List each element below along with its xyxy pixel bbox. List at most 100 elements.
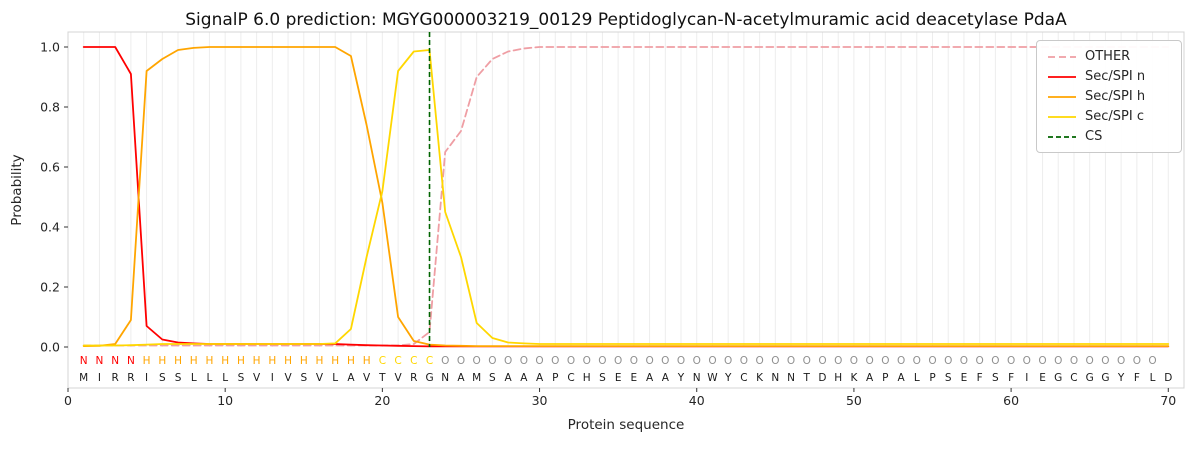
region-label: O	[677, 355, 685, 367]
residue-letter: L	[207, 372, 213, 384]
curve-other	[82, 46, 1170, 347]
y-tick-label: 0.8	[40, 100, 60, 115]
region-label: C	[426, 355, 433, 367]
residue-letter: F	[977, 372, 983, 384]
residue-letter: I	[98, 372, 101, 384]
region-label: O	[1148, 355, 1156, 367]
residue-letter: G	[425, 372, 433, 384]
legend-label: Sec/SPI n	[1085, 69, 1146, 84]
y-axis-label: Probability	[9, 154, 25, 226]
region-label: O	[866, 355, 874, 367]
legend-line-sample	[1048, 135, 1076, 138]
region-label: O	[598, 355, 606, 367]
residue-letter: E	[1039, 372, 1046, 384]
residue-letter: S	[238, 372, 245, 384]
residue-letter: P	[929, 372, 935, 384]
residue-letter: D	[1164, 372, 1172, 384]
region-label: O	[755, 355, 763, 367]
residue-letter: T	[803, 372, 811, 384]
legend-label: OTHER	[1085, 49, 1131, 64]
residue-letter: A	[897, 372, 905, 384]
residue-letter: N	[441, 372, 449, 384]
region-label: C	[394, 355, 401, 367]
region-label: O	[630, 355, 638, 367]
curve-sec-spi-c	[82, 49, 1170, 347]
residue-letter: C	[567, 372, 574, 384]
residue-letter: K	[850, 372, 858, 384]
region-label: O	[960, 355, 968, 367]
region-label: O	[1038, 355, 1046, 367]
region-label: N	[111, 355, 119, 367]
region-label: H	[284, 355, 292, 367]
x-tick-label: 30	[532, 393, 548, 408]
residue-letter: N	[787, 372, 795, 384]
y-tick-label: 0.2	[40, 280, 60, 295]
region-label: O	[520, 355, 528, 367]
residue-letter: S	[992, 372, 999, 384]
residue-letter: P	[882, 372, 888, 384]
residue-letter: S	[599, 372, 606, 384]
residue-letter: R	[127, 372, 134, 384]
region-label: H	[316, 355, 324, 367]
residue-letter: G	[1054, 372, 1062, 384]
residue-letter: A	[347, 372, 355, 384]
legend-item-cs: CS	[1047, 130, 1171, 143]
residue-letter: F	[1008, 372, 1014, 384]
residue-letter: R	[112, 372, 119, 384]
y-tick-label: 0.4	[40, 220, 60, 235]
legend-line-sample	[1048, 75, 1076, 78]
region-label: N	[127, 355, 135, 367]
region-label: O	[645, 355, 653, 367]
y-tick-label: 1.0	[40, 40, 60, 55]
region-label: O	[1086, 355, 1094, 367]
residue-letter: G	[1101, 372, 1109, 384]
residue-letter: H	[834, 372, 842, 384]
x-tick-label: 10	[217, 393, 233, 408]
legend-item-other: OTHER	[1047, 50, 1171, 63]
region-label: N	[80, 355, 88, 367]
legend-line-sample	[1048, 55, 1076, 58]
residue-letter: T	[378, 372, 386, 384]
region-label: O	[881, 355, 889, 367]
region-label: C	[410, 355, 417, 367]
residue-letter: P	[552, 372, 558, 384]
residue-letter: V	[363, 372, 371, 384]
region-label: H	[300, 355, 308, 367]
residue-letter: I	[145, 372, 148, 384]
residue-letter: N	[693, 372, 701, 384]
x-tick-label: 60	[1003, 393, 1019, 408]
legend-label: Sec/SPI h	[1085, 89, 1146, 104]
residue-letter: V	[284, 372, 292, 384]
x-tick-label: 50	[846, 393, 862, 408]
residue-letter: A	[457, 372, 465, 384]
region-label: O	[583, 355, 591, 367]
region-label: O	[1133, 355, 1141, 367]
region-label: O	[614, 355, 622, 367]
residue-letter: V	[394, 372, 402, 384]
residue-letter: C	[740, 372, 747, 384]
region-label: O	[740, 355, 748, 367]
residue-letter: A	[505, 372, 513, 384]
residue-letter: E	[615, 372, 622, 384]
region-label: H	[143, 355, 151, 367]
residue-letter: V	[316, 372, 324, 384]
region-label: N	[96, 355, 104, 367]
chart-title: SignalP 6.0 prediction: MGYG000003219_00…	[185, 10, 1067, 30]
region-label: O	[488, 355, 496, 367]
residue-letter: Y	[677, 372, 685, 384]
region-label: O	[913, 355, 921, 367]
region-label: O	[834, 355, 842, 367]
region-label: O	[1007, 355, 1015, 367]
residue-letter: A	[646, 372, 654, 384]
region-label: O	[850, 355, 858, 367]
region-label: O	[661, 355, 669, 367]
residue-letter: I	[271, 372, 274, 384]
residue-letter: L	[332, 372, 338, 384]
region-label: O	[991, 355, 999, 367]
region-label: O	[803, 355, 811, 367]
region-label: O	[897, 355, 905, 367]
legend-line-sample	[1048, 115, 1076, 118]
legend-label: CS	[1085, 129, 1103, 144]
